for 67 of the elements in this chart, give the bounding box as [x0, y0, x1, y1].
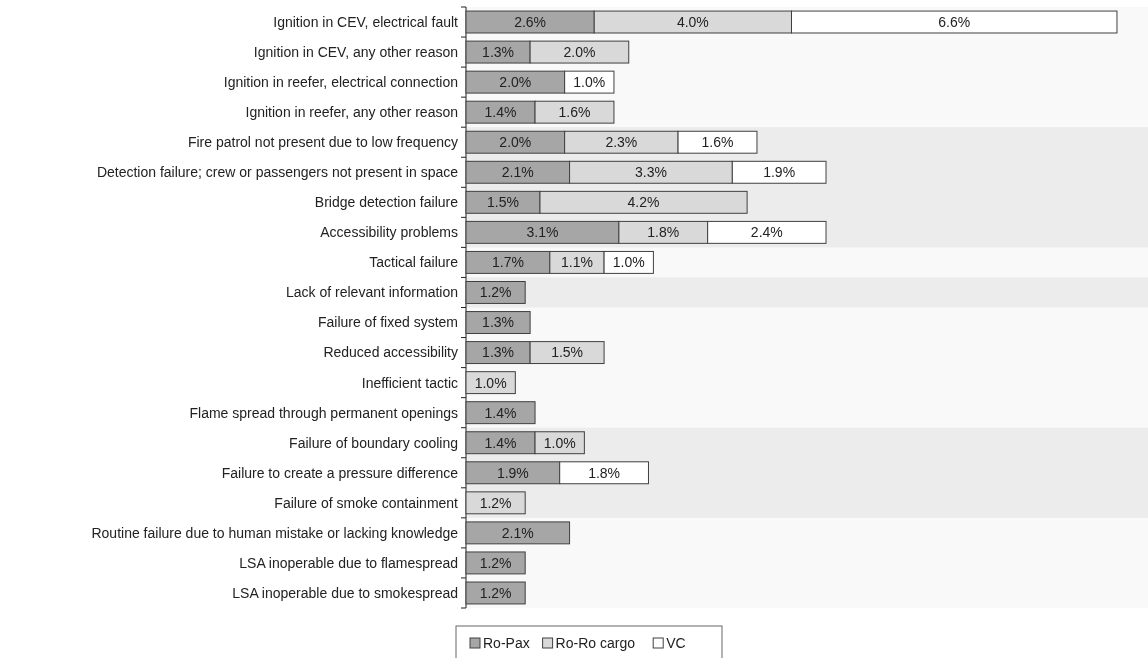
- data-label: 4.2%: [627, 194, 660, 211]
- data-label: 1.0%: [573, 74, 606, 91]
- y-tick-label: Ignition in CEV, electrical fault: [273, 13, 459, 30]
- data-label: 1.8%: [647, 224, 680, 241]
- y-tick-label: Fire patrol not present due to low frequency: [187, 134, 458, 151]
- legend-label: Ro-Ro cargo: [555, 635, 636, 651]
- y-tick-label: Flame spread through permanent openings: [189, 404, 458, 421]
- data-label: 3.3%: [634, 164, 667, 181]
- legend-label: Ro-Pax: [483, 635, 530, 651]
- data-label: 1.9%: [496, 464, 529, 481]
- data-label: 2.0%: [499, 74, 532, 91]
- y-tick-label: Routine failure due to human mistake or lacking knowledge: [91, 524, 459, 541]
- data-label: 1.3%: [482, 314, 515, 331]
- data-label: 1.3%: [482, 43, 515, 60]
- data-label: 1.6%: [701, 134, 734, 151]
- data-label: 2.6%: [514, 13, 547, 30]
- data-label: 2.0%: [563, 43, 596, 60]
- data-label: 2.0%: [499, 134, 532, 151]
- y-tick-label: Detection failure; crew or passengers not present in space: [96, 164, 459, 181]
- bar: [465, 401, 536, 425]
- data-label: 6.6%: [938, 13, 971, 30]
- data-label: 1.0%: [612, 254, 645, 271]
- data-label: 1.9%: [763, 164, 796, 181]
- y-tick-label: Reduced accessibility: [323, 344, 458, 361]
- data-label: 1.4%: [484, 104, 517, 121]
- y-tick-label: Failure of smoke containment: [274, 494, 459, 511]
- data-label: 2.3%: [605, 134, 638, 151]
- y-tick-label: Failure to create a pressure difference: [221, 464, 459, 481]
- data-label: 3.1%: [526, 224, 559, 241]
- y-tick-label: Ignition in reefer, electrical connection: [223, 74, 458, 91]
- data-label: 1.5%: [487, 194, 519, 211]
- bar: [465, 581, 526, 605]
- legend-label: VC: [666, 635, 686, 651]
- y-tick-label: Failure of boundary cooling: [289, 434, 458, 451]
- y-tick-label: Failure of fixed system: [317, 314, 458, 331]
- data-label: 1.3%: [482, 344, 515, 361]
- data-label: 1.2%: [479, 494, 512, 511]
- data-label: 2.4%: [750, 224, 783, 241]
- y-tick-label: Inefficient tactic: [361, 374, 458, 391]
- data-label: 1.7%: [491, 254, 524, 271]
- bar: [465, 551, 526, 575]
- bar: [465, 311, 531, 334]
- bar: [465, 281, 526, 304]
- data-label: 1.6%: [558, 104, 591, 121]
- y-tick-label: Accessibility problems: [320, 224, 458, 241]
- y-tick-label: Bridge detection failure: [314, 194, 459, 211]
- data-label: 1.4%: [484, 404, 517, 421]
- bar: [465, 491, 526, 515]
- data-label: 1.2%: [479, 284, 512, 301]
- y-tick-label: Tactical failure: [369, 254, 459, 271]
- y-tick-label: LSA inoperable due to smokespread: [232, 584, 458, 601]
- data-label: 2.1%: [501, 524, 534, 541]
- data-label: 1.2%: [479, 554, 512, 571]
- data-label: 1.0%: [474, 374, 507, 391]
- data-label: 1.4%: [484, 434, 517, 451]
- data-label: 1.2%: [479, 584, 512, 601]
- data-label: 1.1%: [561, 254, 593, 271]
- y-tick-label: Ignition in reefer, any other reason: [245, 104, 458, 121]
- bar: [465, 521, 571, 545]
- data-label: 1.5%: [551, 344, 584, 361]
- y-tick-label: LSA inoperable due to flamespread: [239, 554, 458, 571]
- y-tick-label: Lack of relevant information: [286, 284, 458, 301]
- data-label: 2.1%: [501, 164, 534, 181]
- y-tick-label: Ignition in CEV, any other reason: [253, 43, 458, 60]
- data-label: 4.0%: [676, 13, 709, 30]
- data-label: 1.0%: [543, 434, 576, 451]
- data-label: 1.8%: [588, 464, 621, 481]
